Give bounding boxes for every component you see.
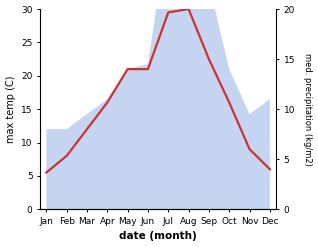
Y-axis label: med. precipitation (kg/m2): med. precipitation (kg/m2): [303, 53, 313, 165]
Y-axis label: max temp (C): max temp (C): [5, 75, 16, 143]
X-axis label: date (month): date (month): [119, 231, 197, 242]
